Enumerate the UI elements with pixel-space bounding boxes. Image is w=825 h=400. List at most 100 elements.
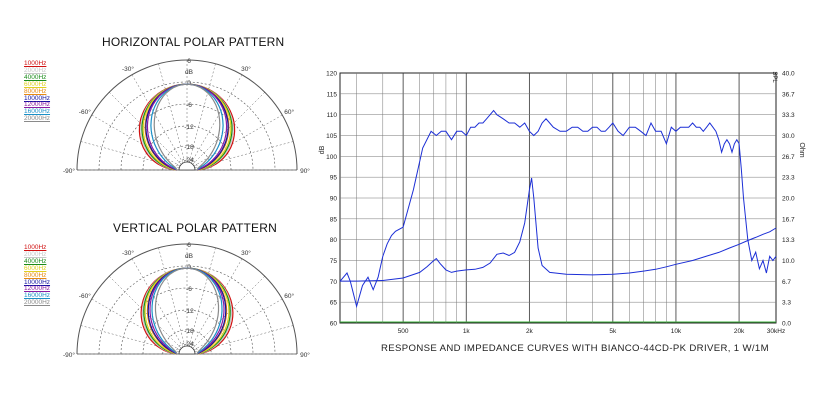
polar-unit-label: dB [185, 69, 193, 76]
polar-angle-label: -90° [63, 351, 75, 359]
polar-ring-label: -18 [184, 144, 194, 151]
polar-curve-20000hz [154, 267, 220, 354]
y2-tick-label: 36.7 [782, 91, 795, 98]
polar-ring [120, 287, 254, 355]
legend-item: 6000Hz [24, 80, 47, 88]
y-tick-label: 65 [330, 300, 338, 307]
polar-ring-label: -6 [186, 286, 192, 293]
polar-ring-label: 0 [187, 264, 191, 271]
x-tick-label: 1k [463, 328, 471, 335]
x-tick-label: 500 [398, 328, 409, 335]
impedance-line [340, 177, 777, 282]
polar-unit-label: dB [185, 253, 193, 260]
polar-ring-label: -12 [184, 124, 194, 131]
polar-angle-label: -90° [63, 167, 75, 175]
polar-curve-20000hz [153, 83, 221, 170]
legend-item: 1000Hz [24, 60, 47, 67]
y2-axis-label: Ohm [798, 142, 805, 157]
vertical-polar-legend: 1000Hz 2000Hz 4000Hz 6000Hz 8000Hz 10000… [24, 244, 51, 307]
polar-ring-label: -12 [184, 308, 194, 315]
y2-tick-label: 33.3 [782, 112, 795, 119]
legend-item: 16000Hz [24, 108, 51, 116]
y-tick-label: 110 [327, 112, 338, 119]
vertical-polar-title: VERTICAL POLAR PATTERN [113, 221, 277, 235]
legend-item: 6000Hz [24, 264, 47, 272]
y-tick-label: 115 [327, 91, 338, 98]
y2-tick-label: 20.0 [782, 196, 795, 203]
horizontal-polar-chart: 6 0 -6 -12 -18 -24 dB -30° 30° -60° 60° -90° 90° [63, 58, 310, 175]
legend-item: 4000Hz [24, 257, 47, 265]
polar-ring-label: -18 [184, 328, 194, 335]
polar-angle-label: 30° [241, 65, 251, 73]
vertical-polar-chart: 6 0 -6 -12 -18 -24 dB -30° 30° -60° 60° -90° 90° [63, 242, 310, 359]
y-axis-label: dB [319, 145, 326, 154]
horizontal-polar-title: HORIZONTAL POLAR PATTERN [102, 35, 285, 49]
legend-item: 8000Hz [24, 87, 47, 95]
y2-tick-label: 3.3 [782, 300, 791, 307]
y2-tick-label: 30.0 [782, 133, 795, 140]
y2-tick-label: 40.0 [782, 71, 795, 78]
polar-ring-label: -6 [186, 102, 192, 109]
horizontal-polar-legend: 1000Hz 2000Hz 4000Hz 6000Hz 8000Hz 10000… [24, 60, 51, 123]
y-tick-label: 70 [330, 279, 338, 286]
x-tick-label: 30kHz [767, 328, 785, 335]
polar-angle-label: -60° [79, 292, 91, 300]
legend-item: 12000Hz [24, 101, 51, 109]
polar-angle-label: -60° [79, 108, 91, 116]
polar-angle-label: 90° [300, 167, 310, 175]
legend-item: 20000Hz [24, 115, 51, 123]
legend-item: 10000Hz [24, 94, 51, 102]
polar-ring [76, 59, 298, 171]
polar-ring-label: 6 [187, 242, 191, 249]
legend-item: 1000Hz [24, 244, 47, 251]
polar-ring [98, 265, 276, 355]
legend-item: 12000Hz [24, 285, 51, 293]
chart-caption: RESPONSE AND IMPEDANCE CURVES WITH BIANC… [381, 343, 769, 354]
polar-center-cap [178, 345, 196, 355]
y-tick-label: 120 [326, 71, 337, 78]
y-tick-label: 85 [330, 216, 338, 223]
y2-tick-label: 0.0 [782, 321, 791, 328]
x-tick-label: 10k [671, 328, 682, 335]
polar-angle-label: 60° [284, 292, 294, 300]
y2-tick-label: 16.7 [782, 216, 795, 223]
y2-tick-label: 26.7 [782, 154, 795, 161]
y-tick-label: 60 [330, 321, 338, 328]
y-tick-label: 90 [330, 196, 338, 203]
polar-angle-label: 30° [241, 249, 251, 257]
legend-item: 16000Hz [24, 292, 51, 300]
x-tick-label: 5k [609, 328, 617, 335]
legend-item: 2000Hz [24, 66, 47, 74]
y2-tick-label: 23.3 [782, 175, 795, 182]
polar-ring-label: -24 [184, 341, 194, 348]
polar-angle-label: -30° [122, 65, 134, 73]
response-impedance-chart: 500 1k 2k 5k 10k 20k 30kHz 60 65 70 75 80 85 90 95 100 1… [319, 71, 805, 336]
spl-response-line [339, 109, 777, 309]
polar-center-cap [178, 161, 196, 171]
polar-angle-label: 60° [284, 108, 294, 116]
legend-item: 20000Hz [24, 299, 51, 307]
polar-ring-label: 0 [187, 80, 191, 87]
polar-ring [120, 103, 254, 171]
polar-ring [175, 158, 199, 171]
y-tick-label: 95 [330, 175, 338, 182]
y2-tick-label: 13.3 [782, 237, 795, 244]
polar-ring-label: -24 [184, 157, 194, 164]
polar-ring [98, 81, 276, 171]
y-tick-label: 80 [330, 237, 338, 244]
legend-item: 4000Hz [24, 73, 47, 81]
legend-item: 10000Hz [24, 278, 51, 286]
x-tick-label: 2k [526, 328, 534, 335]
polar-ring [76, 243, 298, 355]
legend-item: 8000Hz [24, 271, 47, 279]
polar-angle-label: 90° [300, 351, 310, 359]
y2-tick-label: 6.7 [782, 279, 791, 286]
y-tick-label: 100 [326, 154, 337, 161]
spl-corner-label: SPL [771, 71, 777, 83]
polar-ring [175, 342, 199, 355]
polar-angle-label: -30° [122, 249, 134, 257]
polar-ring-label: 6 [187, 58, 191, 65]
y-tick-label: 105 [326, 133, 337, 140]
y2-tick-label: 10.0 [782, 258, 795, 265]
y-tick-label: 75 [330, 258, 338, 265]
